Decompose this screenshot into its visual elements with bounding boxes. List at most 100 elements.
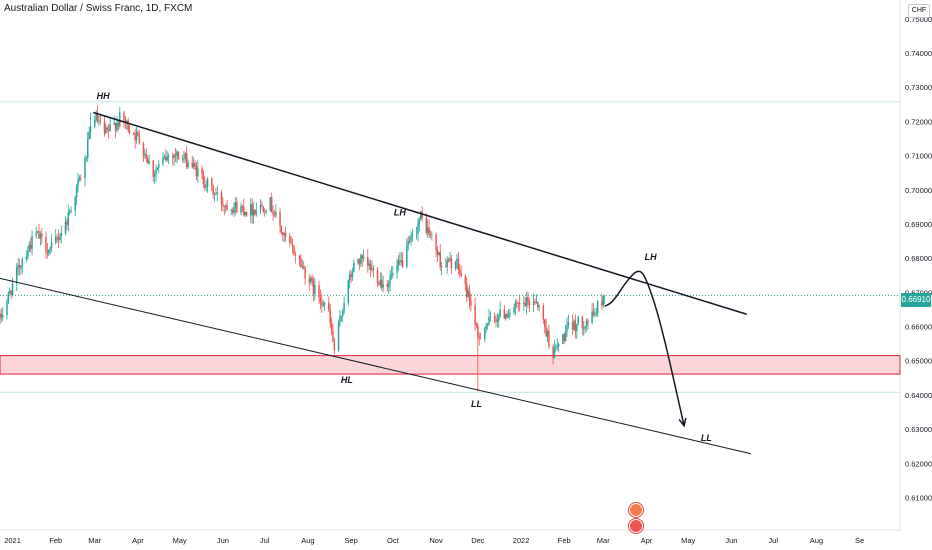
projection-path[interactable]: [604, 270, 685, 426]
candle-body: [587, 320, 589, 323]
swing-label: HH: [97, 91, 110, 101]
y-tick-label: 0.68000: [905, 254, 932, 263]
swing-label: LL: [701, 433, 712, 443]
candle-body: [602, 296, 605, 306]
candle-body: [369, 263, 372, 270]
candle-body: [496, 320, 499, 322]
candle-body: [503, 309, 506, 319]
trendline-lower[interactable]: [0, 277, 752, 455]
currency-label[interactable]: CHF: [908, 4, 930, 18]
candle-body: [343, 302, 345, 311]
candle-body: [98, 120, 100, 122]
candle-body: [263, 211, 266, 213]
candle-body: [116, 122, 118, 131]
candle-body: [321, 302, 323, 306]
candle-body: [535, 301, 538, 303]
candle-body: [528, 301, 531, 306]
economic-event-icon[interactable]: [629, 519, 643, 533]
candle-body: [361, 255, 363, 259]
candle-body: [390, 274, 393, 277]
candle-body: [372, 268, 375, 270]
candle-body: [591, 311, 593, 323]
candle-body: [400, 260, 402, 263]
x-tick-label: Aug: [810, 536, 823, 545]
candle-body: [595, 312, 598, 315]
candle-body: [456, 258, 458, 262]
x-tick-label: Mar: [88, 536, 101, 545]
trendline-upper[interactable]: [93, 111, 747, 315]
candle-body: [429, 234, 432, 236]
candle-body: [467, 290, 469, 298]
candle-body: [124, 120, 127, 123]
candle-body: [513, 307, 515, 313]
candle-body: [261, 204, 263, 208]
candle-body: [233, 207, 235, 213]
candle-body: [514, 302, 517, 308]
candle-body: [67, 212, 70, 225]
event-badges[interactable]: [629, 501, 645, 535]
candle-body: [201, 168, 203, 174]
candle-body: [183, 158, 185, 160]
candle-body: [275, 211, 277, 216]
candle-body: [438, 252, 440, 255]
time-axis[interactable]: 2021 Feb Mar Apr May Jun Jul Aug Sep Oct Nov Dec 202…: [4, 536, 864, 545]
candle-body: [552, 346, 554, 359]
candle-body: [74, 197, 76, 211]
candle-body: [18, 265, 21, 269]
candle-body: [49, 248, 51, 250]
candle-body: [314, 284, 316, 295]
candle-body: [357, 259, 359, 263]
candle-body: [213, 193, 216, 195]
y-tick-label: 0.67000: [905, 288, 932, 297]
projection-drawing[interactable]: [604, 270, 687, 428]
candle-body: [493, 316, 496, 318]
candle-body: [498, 316, 500, 321]
support-zone-rect[interactable]: [0, 355, 901, 375]
trendlines[interactable]: [0, 111, 752, 455]
candle-body: [525, 297, 528, 306]
candle-body: [191, 162, 194, 168]
candle-body: [123, 112, 125, 121]
candle-body: [148, 160, 150, 164]
candle-body: [176, 151, 178, 156]
candle-body: [470, 301, 472, 306]
candle-body: [450, 258, 453, 269]
economic-event-icon[interactable]: [629, 503, 643, 517]
candle-body: [226, 205, 228, 211]
x-tick-label: Jul: [260, 536, 270, 545]
candle-body: [592, 311, 595, 316]
candle-body: [418, 219, 421, 224]
candle-body: [328, 302, 330, 310]
arrowhead: [678, 417, 687, 428]
candle-body: [371, 268, 373, 270]
candle-body: [273, 214, 276, 216]
candle-body: [577, 316, 579, 325]
candle-body: [301, 266, 304, 267]
candle-body: [517, 302, 520, 304]
candle-body: [106, 127, 109, 130]
candle-body: [479, 338, 482, 340]
candle-body: [322, 304, 324, 306]
candle-body: [330, 322, 333, 331]
candle-body: [45, 236, 47, 252]
candle-body: [548, 330, 550, 347]
candle-body: [440, 266, 443, 268]
candle-body: [378, 283, 380, 285]
candle-body: [311, 277, 313, 281]
last-price-tag: 0.66910: [901, 293, 931, 307]
candle-body: [265, 210, 267, 212]
candle-body: [172, 155, 174, 158]
candle-body: [454, 261, 457, 269]
candle-body: [145, 153, 148, 159]
candle-body: [128, 130, 131, 133]
candle-body: [376, 269, 379, 284]
price-axis[interactable]: 0.75000 0.74000 0.73000 0.72000 0.71000 0.700…: [905, 15, 932, 503]
candle-body: [0, 313, 1, 320]
candle-body: [31, 235, 33, 250]
y-tick-label: 0.73000: [905, 83, 932, 92]
candle-body: [485, 325, 487, 328]
candle-body: [298, 255, 301, 260]
x-tick-label: Jun: [217, 536, 229, 545]
y-tick-label: 0.63000: [905, 425, 932, 434]
